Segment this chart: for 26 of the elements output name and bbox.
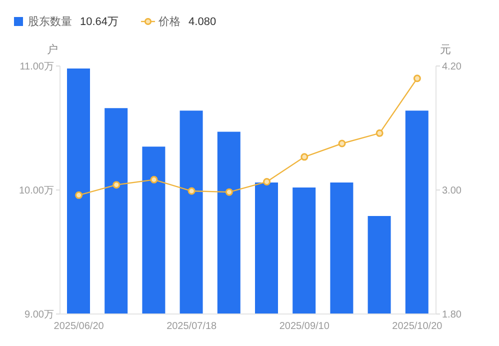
point [300,153,308,161]
legend-label: 股东数量 [28,14,72,29]
point [225,188,233,196]
text: 4.080 [188,16,216,28]
y2-tick-label: 4.20 [442,62,462,73]
point [413,74,421,82]
point [150,176,158,184]
y-tick-label: 9.00万 [24,310,54,321]
legend-label: 价格 [158,15,181,29]
y2-tick-label: 3.00 [442,186,462,197]
point [75,191,83,199]
point [376,129,384,137]
x-tick-label: 2025/06/20 [54,321,104,332]
y-tick-label: 11.00万 [20,62,54,73]
point [112,181,120,189]
point [338,140,346,148]
x-tick-label: 2025/10/20 [392,321,443,332]
point [263,178,271,186]
point [188,187,196,195]
x-tick-label: 2025/09/10 [279,321,330,332]
x-tick-label: 2025/07/18 [166,321,218,332]
y-tick-label: 10.00万 [18,186,54,197]
y2-axis-title: 元 [440,43,451,57]
y2-tick-label: 1.80 [442,310,462,321]
text: 10.64万 [80,16,119,28]
y-axis-title: 户 [47,42,58,57]
